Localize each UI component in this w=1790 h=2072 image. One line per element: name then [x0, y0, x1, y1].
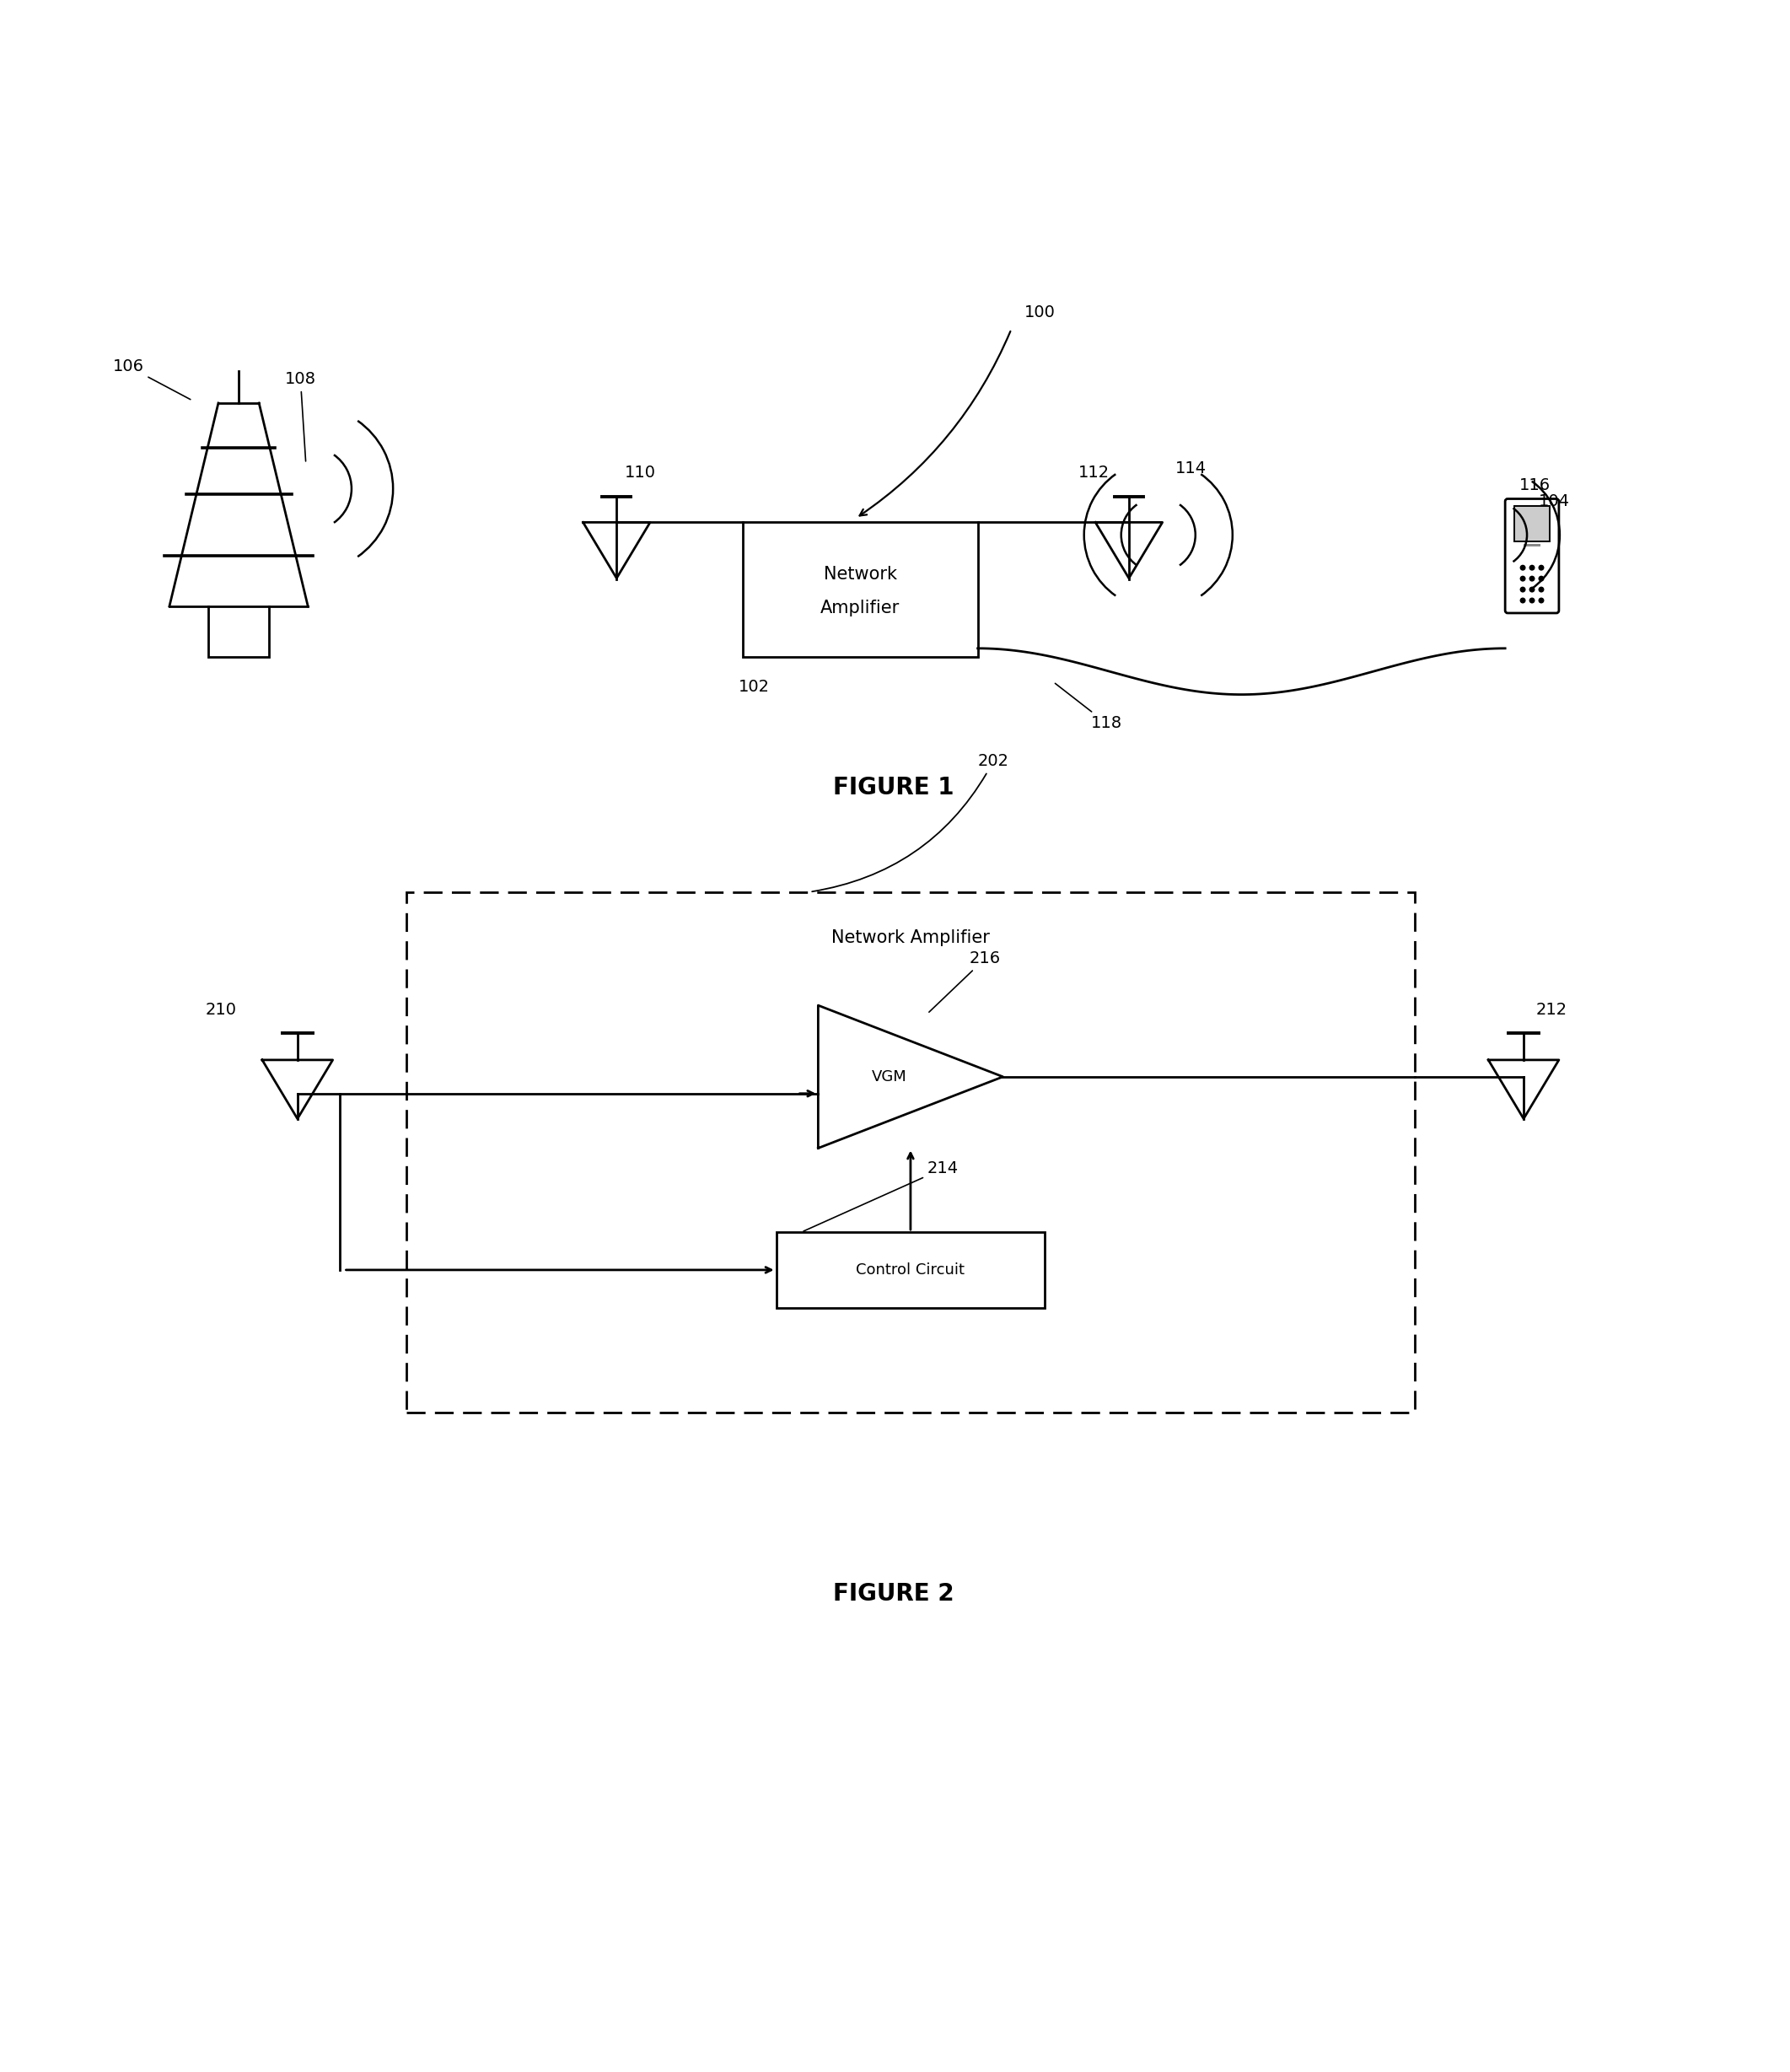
- Text: 212: 212: [1536, 1003, 1568, 1017]
- Text: Amplifier: Amplifier: [820, 599, 900, 617]
- Text: 214: 214: [804, 1160, 959, 1231]
- Circle shape: [1530, 566, 1534, 570]
- Text: 106: 106: [113, 358, 190, 400]
- Text: 100: 100: [1024, 305, 1054, 321]
- Text: 112: 112: [1079, 464, 1110, 481]
- Bar: [406, 891, 1414, 1413]
- Circle shape: [1520, 586, 1525, 593]
- Circle shape: [1539, 566, 1543, 570]
- Bar: [777, 1233, 1045, 1307]
- Circle shape: [1539, 599, 1543, 603]
- Text: 116: 116: [1520, 477, 1550, 493]
- Bar: [209, 607, 268, 657]
- Text: 202: 202: [813, 754, 1010, 891]
- Bar: [1514, 506, 1550, 541]
- Circle shape: [1539, 576, 1543, 580]
- Text: 102: 102: [737, 678, 770, 694]
- Text: 108: 108: [285, 371, 317, 462]
- Text: FIGURE 2: FIGURE 2: [832, 1583, 954, 1606]
- Text: 110: 110: [625, 464, 657, 481]
- FancyBboxPatch shape: [1505, 499, 1559, 613]
- Text: Control Circuit: Control Circuit: [856, 1262, 965, 1278]
- Circle shape: [1539, 586, 1543, 593]
- Circle shape: [1530, 576, 1534, 580]
- Text: VGM: VGM: [872, 1069, 908, 1084]
- Text: Network: Network: [823, 566, 897, 582]
- Text: 118: 118: [1054, 684, 1122, 731]
- Bar: [1523, 543, 1541, 547]
- Text: 216: 216: [929, 951, 1001, 1011]
- Text: FIGURE 1: FIGURE 1: [832, 775, 954, 800]
- Text: 104: 104: [1539, 493, 1570, 510]
- Circle shape: [1520, 566, 1525, 570]
- Bar: [743, 522, 977, 657]
- Circle shape: [1530, 586, 1534, 593]
- Text: 114: 114: [1174, 460, 1206, 477]
- Circle shape: [1520, 576, 1525, 580]
- Text: Network Amplifier: Network Amplifier: [831, 930, 990, 947]
- Circle shape: [1520, 599, 1525, 603]
- Text: 210: 210: [206, 1003, 236, 1017]
- Circle shape: [1530, 599, 1534, 603]
